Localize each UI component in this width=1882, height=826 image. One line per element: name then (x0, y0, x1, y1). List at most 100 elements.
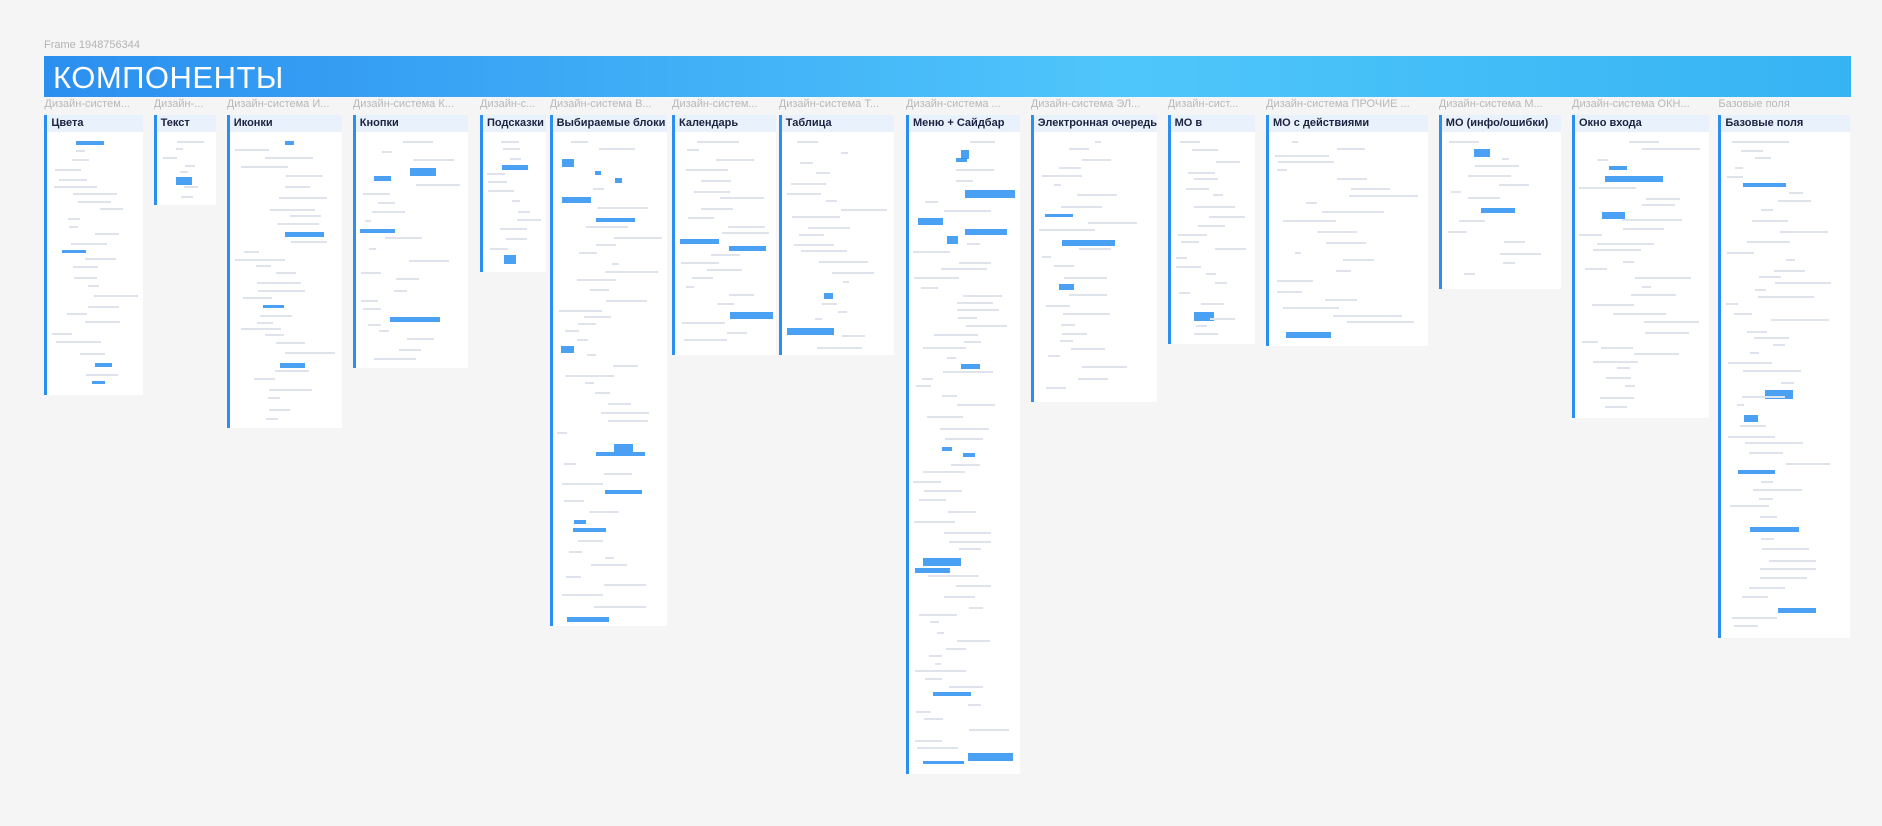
thumb-line (943, 596, 976, 599)
thumb-line (969, 141, 995, 143)
component-panel: МО с действиями (1266, 115, 1428, 346)
column-label: Дизайн-система ПРОЧИЕ ... (1266, 98, 1410, 110)
panel-title: Таблица (785, 117, 832, 129)
thumb-block (679, 238, 719, 245)
thumb-line (1725, 302, 1739, 305)
thumb-line (687, 216, 715, 219)
thumb-line (1187, 171, 1215, 174)
thumb-line (381, 150, 392, 153)
thumb-line (257, 290, 305, 293)
thumb-block (1061, 240, 1116, 246)
thumb-block (284, 232, 324, 238)
thumb-line (686, 286, 694, 289)
thumb-line (603, 473, 632, 476)
thumb-line (791, 215, 841, 218)
thumb-line (1337, 178, 1367, 181)
thumb-line (1629, 141, 1659, 143)
panel-title: Кнопки (359, 117, 399, 129)
thumb-line (928, 575, 980, 578)
thumb-line (1752, 488, 1803, 491)
thumb-line (1751, 219, 1788, 222)
thumb-block (1744, 415, 1758, 422)
thumb-line (940, 268, 988, 271)
panel-header (781, 115, 894, 132)
thumb-line (1760, 208, 1774, 211)
thumb-line (1761, 481, 1774, 484)
thumb-line (377, 201, 395, 204)
thumb-line (1729, 504, 1769, 507)
thumb-line (1739, 424, 1766, 427)
thumb-line (1635, 277, 1691, 280)
thumb-line (264, 334, 284, 337)
thumb-line (923, 490, 963, 493)
panel-header (483, 115, 546, 132)
panel-title: Окно входа (1579, 117, 1642, 129)
panel-header (1033, 115, 1157, 132)
thumb-line (838, 310, 848, 313)
thumb-line (597, 206, 648, 209)
column-label: Дизайн-система К... (352, 98, 454, 110)
thumb-line (1048, 354, 1060, 357)
thumb-line (969, 729, 1010, 732)
thumb-block (915, 568, 951, 573)
component-panel: Электронная очередь (1030, 115, 1157, 402)
thumb-line (815, 171, 831, 174)
thumb-line (1276, 280, 1313, 283)
thumb-block (62, 249, 87, 254)
thumb-line (94, 233, 120, 236)
thumb-line (59, 179, 88, 182)
thumb-line (592, 187, 605, 190)
thumb-line (605, 299, 647, 302)
thumb-line (1468, 196, 1500, 199)
thumb-line (818, 260, 868, 263)
thumb-line (584, 316, 611, 319)
thumb-line (1178, 233, 1208, 236)
thumb-line (681, 261, 720, 264)
thumb-line (1276, 169, 1287, 172)
thumb-line (729, 293, 754, 296)
thumb-line (1197, 224, 1225, 227)
panel-title: МО (инфо/ошибки) (1445, 117, 1549, 129)
thumb-line (586, 354, 597, 357)
thumb-line (85, 320, 121, 323)
thumb-line (825, 200, 837, 203)
component-panel: Кнопки (352, 115, 468, 369)
thumb-line (586, 226, 628, 229)
thumb-line (590, 563, 627, 566)
thumb-line (1041, 175, 1082, 178)
thumb-line (949, 541, 991, 544)
thumb-line (1726, 175, 1743, 178)
thumb-line (944, 209, 991, 212)
thumb-line (1605, 405, 1627, 408)
thumb-line (1579, 187, 1636, 190)
thumb-line (1772, 344, 1786, 347)
thumb-line (71, 242, 107, 245)
thumb-line (607, 402, 631, 405)
thumb-line (369, 248, 376, 251)
thumb-block (615, 178, 622, 183)
thumb-line (842, 335, 866, 338)
thumb-block (572, 527, 607, 533)
thumb-line (1642, 147, 1700, 150)
thumb-line (51, 332, 72, 335)
thumb-line (275, 341, 305, 344)
thumb-block (1742, 183, 1787, 187)
thumb-line (1741, 595, 1769, 598)
thumb-block (922, 558, 962, 566)
column-label: Дизайн-система М... (1438, 98, 1543, 110)
frame-label: Frame 1948756344 (44, 39, 141, 51)
thumb-line (1758, 275, 1781, 278)
thumb-line (966, 243, 980, 246)
thumb-line (1775, 281, 1832, 284)
thumb-line (1733, 313, 1752, 316)
panel-header (47, 115, 143, 132)
thumb-block (1602, 212, 1626, 220)
thumb-line (1623, 227, 1664, 230)
thumb-line (1064, 276, 1107, 279)
thumb-block (360, 229, 395, 233)
thumb-line (1596, 158, 1609, 161)
panel-header (156, 115, 216, 132)
thumb-line (499, 227, 527, 230)
thumb-line (1321, 211, 1385, 214)
thumb-line (394, 289, 407, 292)
